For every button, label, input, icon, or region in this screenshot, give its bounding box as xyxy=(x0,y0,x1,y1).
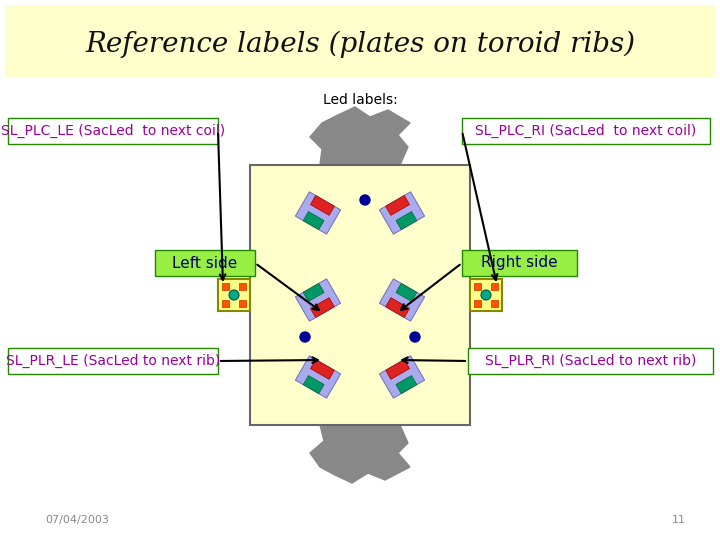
Text: SL_PLR_LE (SacLed to next rib): SL_PLR_LE (SacLed to next rib) xyxy=(6,354,220,368)
Bar xyxy=(491,300,498,307)
Circle shape xyxy=(360,195,370,205)
Circle shape xyxy=(300,332,310,342)
Polygon shape xyxy=(310,298,334,318)
Text: SL_PLR_RI (SacLed to next rib): SL_PLR_RI (SacLed to next rib) xyxy=(485,354,696,368)
Polygon shape xyxy=(396,212,417,230)
Polygon shape xyxy=(295,192,341,234)
Polygon shape xyxy=(310,107,410,165)
Bar xyxy=(462,250,577,276)
Polygon shape xyxy=(295,279,341,321)
Bar xyxy=(155,250,255,276)
Bar xyxy=(239,300,246,307)
Text: Left side: Left side xyxy=(172,255,238,271)
Polygon shape xyxy=(295,356,341,398)
Bar xyxy=(218,279,250,311)
Polygon shape xyxy=(303,375,324,394)
Polygon shape xyxy=(386,298,410,318)
Polygon shape xyxy=(386,360,410,380)
Text: SL_PLC_RI (SacLed  to next coil): SL_PLC_RI (SacLed to next coil) xyxy=(475,124,697,138)
Polygon shape xyxy=(386,195,410,215)
Bar xyxy=(8,348,218,374)
Circle shape xyxy=(481,290,491,300)
Bar xyxy=(250,165,470,425)
Text: Led labels:: Led labels: xyxy=(323,93,397,107)
Bar xyxy=(474,300,481,307)
Polygon shape xyxy=(310,195,334,215)
Bar xyxy=(222,300,229,307)
Text: SL_PLC_LE (SacLed  to next coil): SL_PLC_LE (SacLed to next coil) xyxy=(1,124,225,138)
Bar xyxy=(5,5,715,77)
Polygon shape xyxy=(303,284,324,301)
Bar xyxy=(239,283,246,290)
Polygon shape xyxy=(379,356,425,398)
Bar xyxy=(474,283,481,290)
Polygon shape xyxy=(396,375,417,394)
Bar xyxy=(462,118,710,144)
Circle shape xyxy=(229,290,239,300)
Bar xyxy=(8,118,218,144)
Polygon shape xyxy=(396,284,417,301)
Polygon shape xyxy=(379,192,425,234)
Text: 11: 11 xyxy=(672,515,686,525)
Circle shape xyxy=(410,332,420,342)
Polygon shape xyxy=(310,425,410,483)
Polygon shape xyxy=(310,360,334,380)
Bar xyxy=(470,279,502,311)
Text: Reference labels (plates on toroid ribs): Reference labels (plates on toroid ribs) xyxy=(85,30,635,58)
Polygon shape xyxy=(379,279,425,321)
Text: 07/04/2003: 07/04/2003 xyxy=(45,515,109,525)
Bar xyxy=(468,348,713,374)
Bar xyxy=(222,283,229,290)
Text: Right side: Right side xyxy=(481,255,558,271)
Polygon shape xyxy=(303,212,324,230)
Bar xyxy=(491,283,498,290)
